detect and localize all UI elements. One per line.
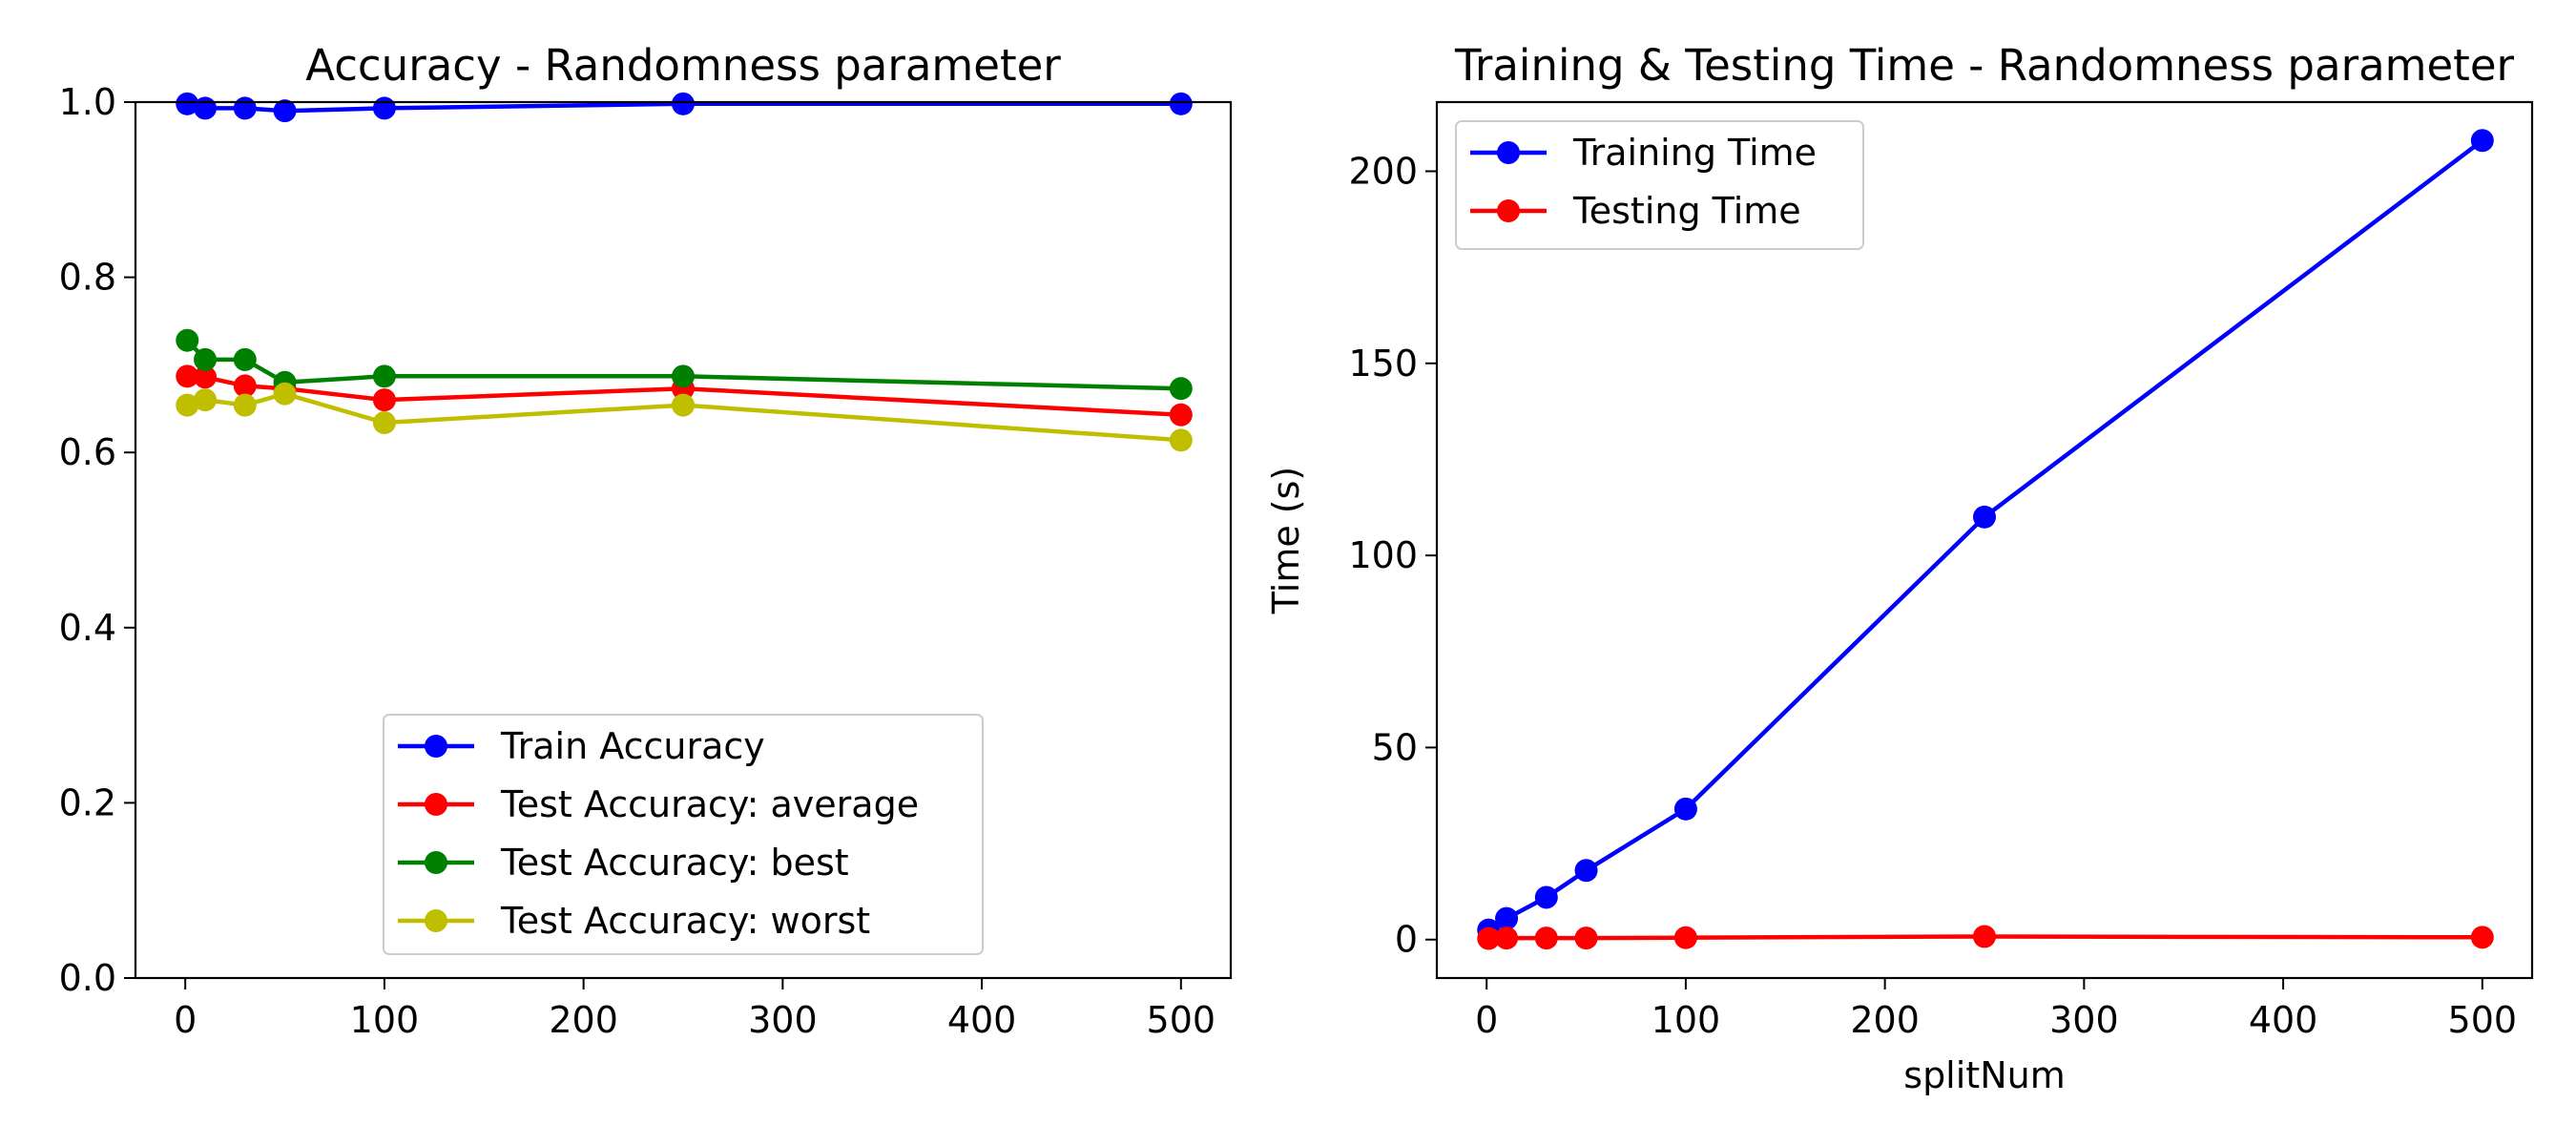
x-tick-label: 500 bbox=[1147, 999, 1216, 1041]
y-axis-label: Time (s) bbox=[1265, 467, 1307, 615]
legend-item: Testing Time bbox=[1470, 190, 1801, 232]
data-point bbox=[1574, 926, 1598, 950]
data-point bbox=[176, 328, 199, 352]
data-point bbox=[1169, 428, 1193, 452]
legend-swatch-marker bbox=[1497, 199, 1520, 222]
legend-swatch-marker bbox=[425, 793, 447, 816]
plot-area bbox=[1477, 129, 2494, 950]
x-tick-label: 100 bbox=[350, 999, 420, 1041]
data-point bbox=[1673, 926, 1697, 949]
data-point bbox=[672, 92, 695, 115]
legend-item: Training Time bbox=[1470, 132, 1817, 174]
data-point bbox=[372, 96, 396, 120]
legend-label: Testing Time bbox=[1572, 190, 1801, 232]
y-tick-label: 150 bbox=[1348, 343, 1418, 385]
plot-area bbox=[176, 92, 1193, 452]
data-point bbox=[1534, 926, 1558, 950]
legend-box bbox=[383, 714, 984, 955]
x-tick-label: 0 bbox=[174, 999, 197, 1041]
y-axis: 0.0 0.2 0.4 0.6 0.8 1.0 bbox=[59, 81, 135, 999]
legend-item: Train Accuracy bbox=[398, 725, 765, 767]
legend-swatch-marker bbox=[425, 909, 447, 932]
data-point bbox=[273, 99, 297, 123]
data-point bbox=[1169, 403, 1193, 427]
legend-item: Test Accuracy: best bbox=[398, 842, 849, 884]
data-point bbox=[233, 96, 257, 120]
axes-frame bbox=[1435, 100, 2534, 980]
chart-title: Accuracy - Randomness parameter bbox=[305, 40, 1061, 91]
data-point bbox=[233, 374, 257, 398]
data-point bbox=[233, 393, 257, 417]
data-point bbox=[1169, 377, 1193, 401]
y-tick-label: 100 bbox=[1348, 534, 1418, 576]
x-tick-label: 400 bbox=[947, 999, 1017, 1041]
x-axis: 0 100 200 300 400 500 bbox=[1475, 978, 2517, 1041]
legend-label: Test Accuracy: best bbox=[500, 842, 849, 884]
data-point bbox=[2470, 926, 2494, 949]
y-tick-label: 0.2 bbox=[59, 781, 116, 823]
legend-item: Test Accuracy: worst bbox=[398, 900, 870, 942]
data-point bbox=[1973, 505, 1996, 529]
x-tick-label: 300 bbox=[2049, 999, 2119, 1041]
x-tick-label: 0 bbox=[1475, 999, 1498, 1041]
y-tick-label: 200 bbox=[1348, 150, 1418, 192]
series-line bbox=[1487, 138, 2484, 932]
legend-box bbox=[1455, 120, 1864, 250]
legend-label: Train Accuracy bbox=[500, 725, 765, 767]
legend-swatch-marker bbox=[425, 735, 447, 758]
data-point bbox=[372, 388, 396, 412]
x-tick-label: 300 bbox=[748, 999, 818, 1041]
axes-frame bbox=[134, 100, 1233, 980]
x-axis: 0 100 200 300 400 500 bbox=[174, 978, 1215, 1041]
y-tick-label: 0.0 bbox=[59, 957, 116, 999]
legend-label: Test Accuracy: worst bbox=[500, 900, 870, 942]
data-point bbox=[1574, 859, 1598, 883]
accuracy-chart: Accuracy - Randomness parameter 0 100 200 3… bbox=[59, 40, 1233, 1041]
data-point bbox=[233, 347, 257, 371]
x-tick-label: 400 bbox=[2249, 999, 2318, 1041]
data-point bbox=[672, 393, 695, 417]
data-point bbox=[2470, 129, 2494, 153]
data-point bbox=[1534, 885, 1558, 909]
data-point bbox=[1495, 906, 1519, 930]
data-point bbox=[194, 365, 218, 389]
data-point bbox=[194, 388, 218, 412]
data-point bbox=[1973, 925, 1996, 948]
data-point bbox=[1169, 92, 1193, 115]
data-point bbox=[672, 364, 695, 388]
data-point bbox=[176, 364, 199, 388]
x-tick-label: 500 bbox=[2448, 999, 2518, 1041]
y-axis: 0 50 100 150 200 bbox=[1348, 150, 1437, 961]
data-point bbox=[1673, 797, 1697, 821]
y-tick-label: 1.0 bbox=[59, 81, 116, 123]
data-point bbox=[194, 347, 218, 371]
data-point bbox=[1477, 926, 1501, 950]
x-tick-label: 200 bbox=[549, 999, 618, 1041]
time-chart: Training & Testing Time - Randomness par… bbox=[1265, 40, 2534, 1096]
data-point bbox=[372, 410, 396, 434]
legend: Training Time Testing Time bbox=[1455, 120, 1864, 250]
y-tick-label: 0 bbox=[1395, 919, 1418, 961]
data-point bbox=[176, 393, 199, 417]
x-tick-label: 200 bbox=[1850, 999, 1920, 1041]
data-point bbox=[372, 364, 396, 388]
legend-label: Training Time bbox=[1572, 132, 1817, 174]
data-point bbox=[273, 382, 297, 406]
legend: Train Accuracy Test Accuracy: average Test… bbox=[383, 714, 984, 955]
legend-swatch-marker bbox=[1497, 141, 1520, 164]
y-tick-label: 0.4 bbox=[59, 607, 116, 649]
data-point bbox=[194, 96, 218, 120]
legend-label: Test Accuracy: average bbox=[500, 783, 919, 825]
x-axis-label: splitNum bbox=[1903, 1054, 2065, 1096]
data-point bbox=[176, 92, 199, 115]
y-tick-label: 50 bbox=[1372, 726, 1418, 768]
y-tick-label: 0.6 bbox=[59, 431, 116, 473]
legend-item: Test Accuracy: average bbox=[398, 783, 919, 825]
x-tick-label: 100 bbox=[1652, 999, 1721, 1041]
legend-swatch-marker bbox=[425, 851, 447, 874]
chart-title: Training & Testing Time - Randomness par… bbox=[1454, 40, 2515, 91]
data-point bbox=[1495, 926, 1519, 950]
y-tick-label: 0.8 bbox=[59, 257, 116, 299]
